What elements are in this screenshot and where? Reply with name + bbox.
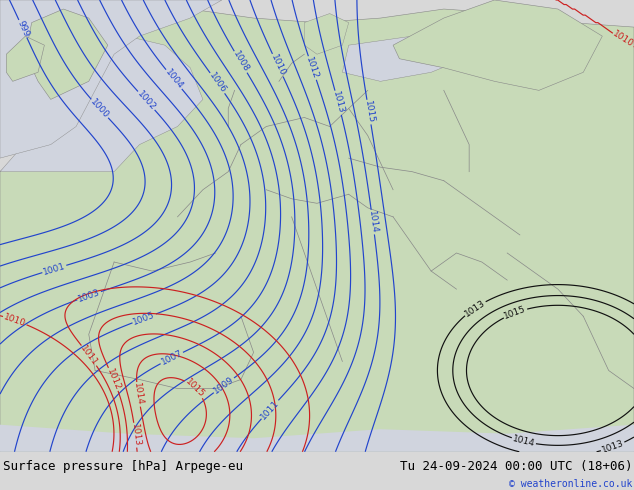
- Text: 1007: 1007: [160, 349, 184, 367]
- Polygon shape: [0, 425, 634, 452]
- Text: 1003: 1003: [77, 288, 101, 304]
- Text: 1010: 1010: [269, 53, 287, 77]
- Text: 1009: 1009: [212, 375, 236, 396]
- Text: 1015: 1015: [363, 100, 375, 124]
- Text: 1008: 1008: [231, 50, 250, 74]
- Text: 1015: 1015: [503, 305, 527, 321]
- Polygon shape: [6, 36, 44, 81]
- Text: 1013: 1013: [129, 423, 141, 447]
- Text: 1013: 1013: [600, 439, 625, 455]
- Text: 1006: 1006: [207, 71, 228, 95]
- Polygon shape: [304, 14, 349, 54]
- Polygon shape: [0, 0, 634, 452]
- Text: 1012: 1012: [304, 56, 320, 80]
- Text: 1015: 1015: [183, 377, 206, 399]
- Text: 1011: 1011: [79, 343, 100, 368]
- Text: 1012: 1012: [105, 367, 122, 392]
- Text: 1014: 1014: [132, 382, 145, 406]
- Text: 1000: 1000: [89, 97, 111, 120]
- Polygon shape: [0, 36, 203, 171]
- Polygon shape: [342, 9, 495, 81]
- Text: © weatheronline.co.uk: © weatheronline.co.uk: [509, 479, 633, 490]
- Text: 1005: 1005: [132, 310, 157, 327]
- Text: 1004: 1004: [163, 68, 184, 91]
- Text: Tu 24-09-2024 00:00 UTC (18+06): Tu 24-09-2024 00:00 UTC (18+06): [400, 460, 633, 473]
- Polygon shape: [25, 9, 108, 99]
- Text: 1010: 1010: [3, 312, 27, 328]
- Text: 1010: 1010: [611, 29, 634, 49]
- Text: 1014: 1014: [512, 434, 536, 448]
- Text: Surface pressure [hPa] Arpege-eu: Surface pressure [hPa] Arpege-eu: [3, 460, 243, 473]
- Text: 1001: 1001: [42, 261, 67, 276]
- Polygon shape: [0, 0, 222, 158]
- Polygon shape: [393, 0, 602, 90]
- Text: 1011: 1011: [259, 398, 281, 421]
- Text: 1013: 1013: [463, 298, 487, 319]
- Text: 1014: 1014: [367, 210, 378, 234]
- Text: 999: 999: [15, 19, 30, 38]
- Text: 1002: 1002: [135, 89, 157, 112]
- Text: 1013: 1013: [331, 91, 346, 115]
